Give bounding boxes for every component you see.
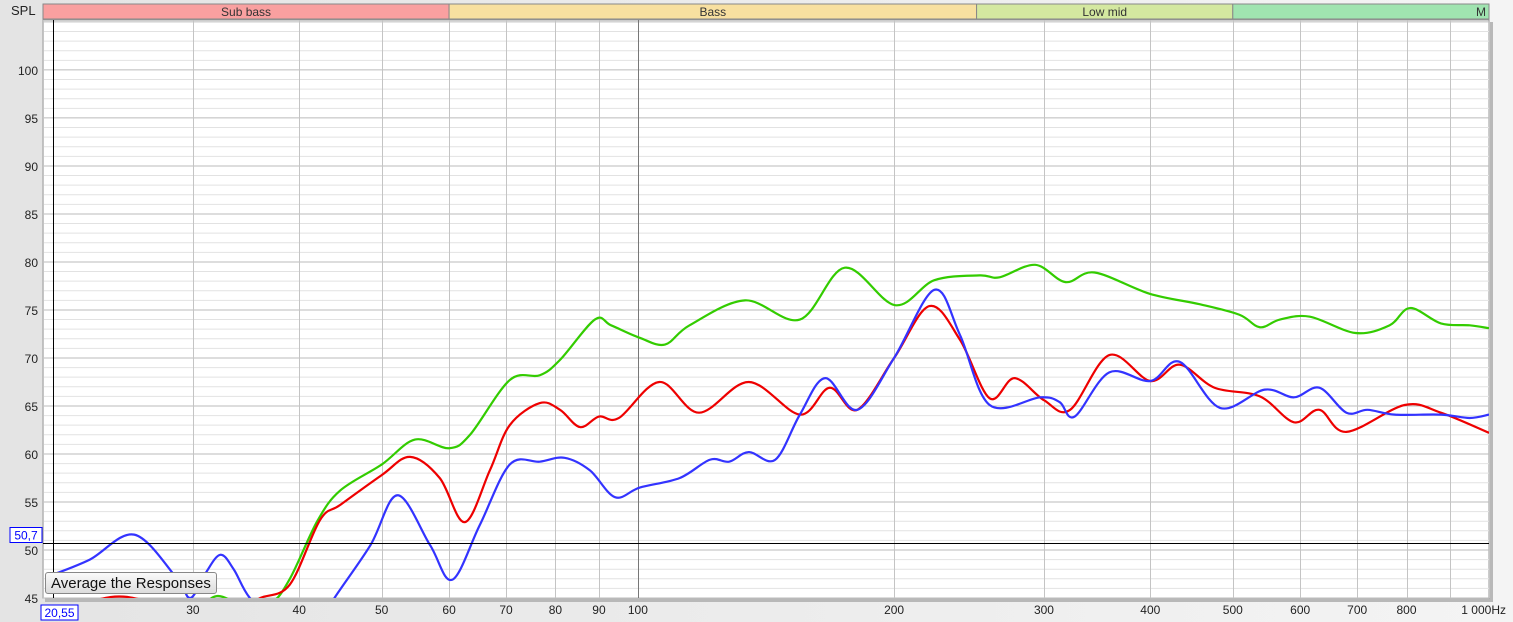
x-tick-label: 70 xyxy=(499,603,513,617)
y-tick-label: 80 xyxy=(25,256,39,270)
x-tick-label: 1 000Hz xyxy=(1461,603,1506,617)
band-label: Sub bass xyxy=(221,5,271,19)
y-tick-labels: 45 50 55 60 65 70 75 80 85 90 95 100 xyxy=(18,64,38,606)
y-tick-label: 90 xyxy=(25,160,39,174)
y-tick-label: 100 xyxy=(18,64,38,78)
y-tick-label: 70 xyxy=(25,352,39,366)
cursor-x-box xyxy=(40,604,79,621)
cursor-y-box xyxy=(9,527,43,543)
y-tick-label: 50 xyxy=(25,544,39,558)
average-responses-button[interactable]: Average the Responses xyxy=(45,572,217,594)
series-line-0 xyxy=(209,263,1489,598)
x-tick-label: 100 xyxy=(628,603,648,617)
series-group xyxy=(51,263,1489,598)
y-tick-label: 65 xyxy=(25,400,39,414)
band-label: Bass xyxy=(699,5,726,19)
y-tick-label: 85 xyxy=(25,208,39,222)
cursor-y-readout: 50,7 xyxy=(14,529,38,543)
band-label: M xyxy=(1476,5,1486,19)
x-tick-label: 50 xyxy=(375,603,389,617)
y-tick-label: 45 xyxy=(25,592,39,606)
y-tick-label: 75 xyxy=(25,304,39,318)
x-tick-label: 800 xyxy=(1397,603,1417,617)
y-tick-label: 95 xyxy=(25,112,39,126)
x-tick-label: 40 xyxy=(293,603,307,617)
x-tick-label: 90 xyxy=(592,603,606,617)
x-tick-labels: 30 40 50 60 70 80 90 100 200 300 400 500 600 700 800 1 … xyxy=(186,603,1506,617)
band-label: Low mid xyxy=(1082,5,1127,19)
x-tick-label: 60 xyxy=(442,603,456,617)
x-tick-label: 300 xyxy=(1034,603,1054,617)
band-bar: Sub bass Bass Low mid M xyxy=(42,3,1490,20)
series-line-2 xyxy=(51,288,1489,598)
x-tick-label: 400 xyxy=(1140,603,1160,617)
x-tick-label: 500 xyxy=(1223,603,1243,617)
x-tick-label: 80 xyxy=(549,603,563,617)
series-line-1 xyxy=(99,304,1489,598)
y-tick-label: 60 xyxy=(25,448,39,462)
grid xyxy=(43,20,1490,599)
y-axis-label: SPL xyxy=(11,3,36,18)
x-tick-label: 600 xyxy=(1290,603,1310,617)
x-tick-label: 700 xyxy=(1347,603,1367,617)
cursor: 50,7 20,55 xyxy=(9,20,1489,621)
y-tick-label: 55 xyxy=(25,496,39,510)
cursor-x-readout: 20,55 xyxy=(44,606,74,620)
x-tick-label: 200 xyxy=(884,603,904,617)
band-3 xyxy=(1232,3,1490,20)
x-tick-label: 30 xyxy=(186,603,200,617)
